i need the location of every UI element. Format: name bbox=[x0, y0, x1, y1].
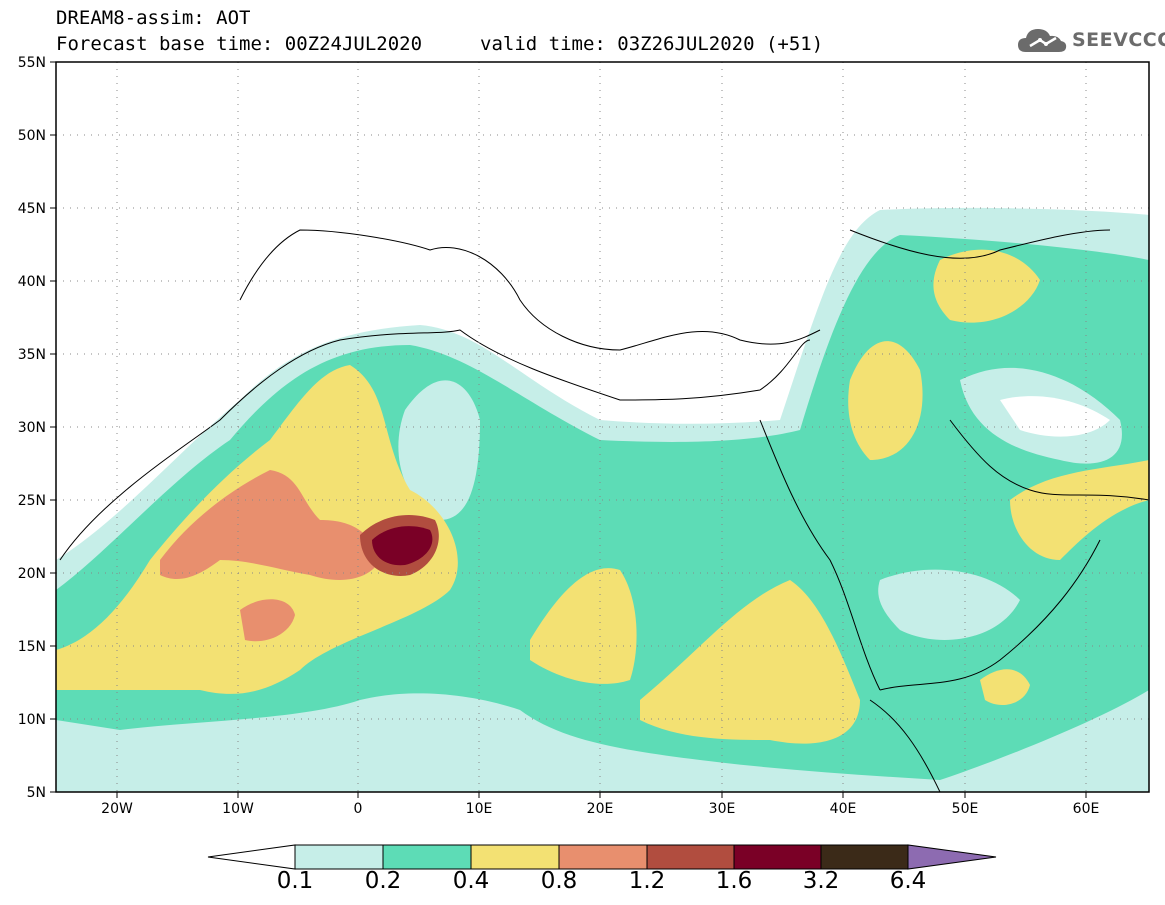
aot-contour-1.6 bbox=[372, 526, 433, 566]
lat-tick: 20N bbox=[18, 566, 46, 582]
lat-tick: 5N bbox=[27, 785, 46, 801]
aot-field bbox=[56, 62, 1149, 792]
colorbar-low-arrow bbox=[207, 844, 296, 870]
lat-tick: 50N bbox=[18, 128, 46, 144]
lon-tick: 10W bbox=[222, 801, 254, 817]
forecast-base-time: Forecast base time: 00Z24JUL2020 bbox=[56, 33, 423, 55]
colorbar-label: 0.2 bbox=[364, 868, 402, 894]
colorbar bbox=[207, 844, 997, 870]
lon-tick: 0 bbox=[354, 801, 363, 817]
colorbar-swatch bbox=[733, 844, 822, 870]
colorbar-label: 1.2 bbox=[628, 868, 666, 894]
aot-contour-0.8 bbox=[160, 470, 380, 580]
lat-tick: 30N bbox=[18, 420, 46, 436]
colorbar-label: 3.2 bbox=[802, 868, 840, 894]
lon-tick: 20E bbox=[587, 801, 614, 817]
map-title: DREAM8-assim: AOT bbox=[56, 7, 251, 29]
valid-time: valid time: 03Z26JUL2020 (+51) bbox=[480, 33, 824, 55]
lon-tick: 60E bbox=[1073, 801, 1100, 817]
colorbar-swatch bbox=[294, 844, 384, 870]
lon-tick: 50E bbox=[952, 801, 979, 817]
lat-tick: 55N bbox=[18, 55, 46, 71]
seevccc-logo: SEEVCCC bbox=[1016, 22, 1165, 58]
colorbar-label: 0.4 bbox=[452, 868, 490, 894]
lon-tick: 20W bbox=[101, 801, 133, 817]
colorbar-swatch bbox=[470, 844, 560, 870]
colorbar-label: 0.1 bbox=[276, 868, 314, 894]
lat-tick: 40N bbox=[18, 274, 46, 290]
lat-tick: 25N bbox=[18, 493, 46, 509]
lon-axis: 20W 10W 0 10E 20E 30E 40E 50E 60E bbox=[101, 801, 1099, 817]
colorbar-label: 6.4 bbox=[889, 868, 927, 894]
lat-tick: 10N bbox=[18, 712, 46, 728]
lat-tick-marks bbox=[50, 61, 56, 793]
lon-tick: 30E bbox=[709, 801, 736, 817]
colorbar-swatch bbox=[646, 844, 735, 870]
colorbar-label: 0.8 bbox=[540, 868, 578, 894]
lat-tick: 35N bbox=[18, 347, 46, 363]
colorbar-label: 1.6 bbox=[715, 868, 753, 894]
lat-tick: 15N bbox=[18, 639, 46, 655]
lon-tick-marks bbox=[116, 792, 1087, 798]
colorbar-high-arrow bbox=[907, 844, 997, 870]
colorbar-swatch bbox=[558, 844, 648, 870]
logo-text: SEEVCCC bbox=[1072, 29, 1165, 51]
colorbar-swatch bbox=[382, 844, 472, 870]
lon-tick: 40E bbox=[830, 801, 857, 817]
cloud-icon bbox=[1018, 29, 1067, 52]
colorbar-swatch bbox=[820, 844, 909, 870]
lon-tick: 10E bbox=[466, 801, 493, 817]
lat-axis: 55N 50N 45N 40N 35N 30N 25N 20N 15N 10N … bbox=[18, 55, 46, 801]
lat-tick: 45N bbox=[18, 201, 46, 217]
